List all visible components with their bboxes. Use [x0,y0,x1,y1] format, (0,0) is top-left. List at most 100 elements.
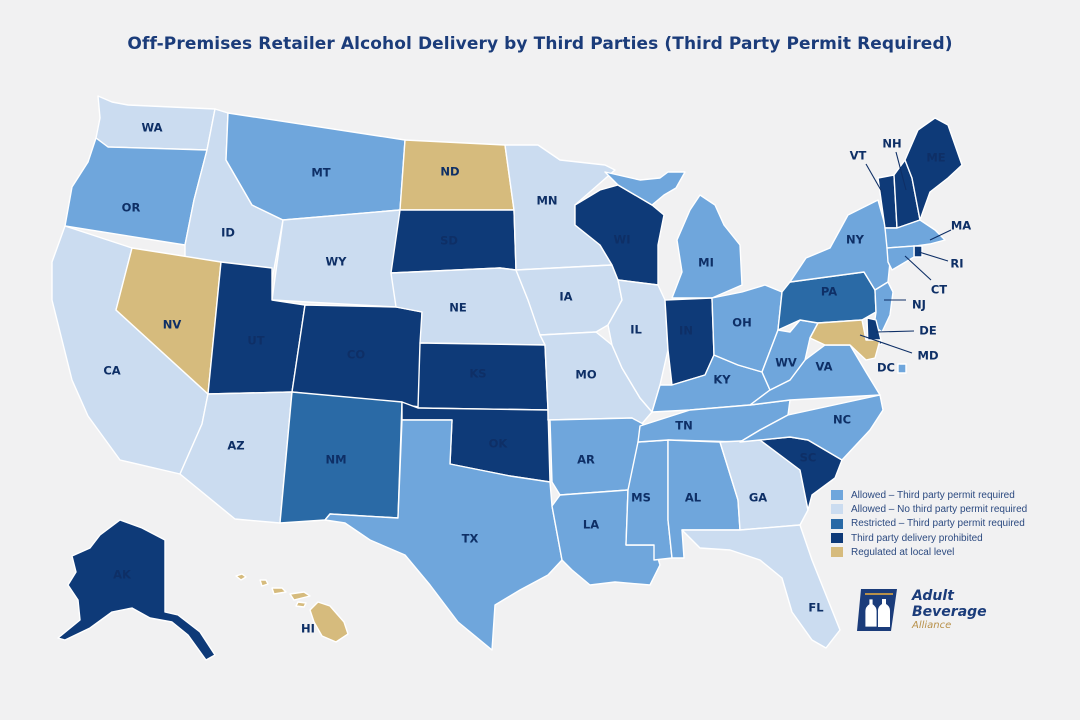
state-label-nm: NM [325,453,346,467]
state-ak [57,519,216,661]
state-label-ca: CA [103,364,120,378]
state-label-ky: KY [713,373,731,387]
state-il [607,279,669,413]
state-label-az: AZ [227,439,244,453]
state-me [904,117,963,221]
state-shape-nc [739,394,884,461]
state-label-ks: KS [469,367,486,381]
leader-line-de [875,330,915,333]
state-label-pa: PA [821,285,837,299]
state-hi [235,573,349,643]
state-shape-hi [309,601,349,643]
leader-line-vt [865,163,883,193]
state-label-or: OR [122,201,141,215]
state-shape-hi [235,573,247,581]
state-shape-mo [539,331,653,427]
bottles-logo-icon [857,589,897,631]
state-label-ut: UT [247,334,264,348]
legend-item-allowed-no-permit: Allowed – No third party permit required [831,502,1027,516]
legend-item-restricted-permit: Restricted – Third party permit required [831,517,1027,531]
state-label-wv: WV [775,356,797,370]
state-label-ct: CT [931,283,947,297]
state-mo [539,331,653,427]
state-ri [913,245,923,258]
state-shape-hi [259,579,269,587]
state-label-ri: RI [950,257,963,271]
state-label-ga: GA [749,491,767,505]
legend: Allowed – Third party permit required Al… [831,488,1027,559]
state-label-ny: NY [846,233,865,247]
logo-text-line1: Adult [912,588,954,604]
state-label-in: IN [679,324,693,338]
state-label-la: LA [583,518,599,532]
logo-text-line2: Beverage [912,604,987,620]
state-label-fl: FL [808,601,824,615]
state-label-id: ID [221,226,235,240]
state-label-ar: AR [577,453,595,467]
state-label-al: AL [685,491,702,505]
state-label-nv: NV [163,318,182,332]
logo-text-line3: Alliance [912,620,952,631]
state-label-nj: NJ [912,298,926,312]
state-label-ne: NE [449,301,467,315]
legend-item-prohibited: Third party delivery prohibited [831,531,1027,545]
state-label-ia: IA [559,290,572,304]
legend-label-restricted-permit: Restricted – Third party permit required [851,518,1025,530]
state-label-md: MD [918,349,939,363]
state-shape-fl [681,524,841,649]
state-shape-hi [295,601,307,608]
state-label-hi: HI [301,622,315,636]
legend-swatch-restricted-permit [831,518,843,529]
leader-line-md [859,334,913,354]
state-md [809,319,881,361]
state-label-nc: NC [833,413,851,427]
state-shape-me [904,117,963,221]
state-fl [681,524,841,649]
state-dc [897,363,907,374]
leader-line-ma [929,229,952,241]
legend-label-allowed-no-permit: Allowed – No third party permit required [851,503,1028,515]
state-label-il: IL [630,323,642,337]
state-or [64,137,208,246]
leader-line-nh [895,151,907,191]
state-nj [873,281,894,333]
state-label-tx: TX [462,532,479,546]
state-label-nd: ND [440,165,459,179]
state-shape-nj [873,281,894,333]
state-label-mo: MO [575,368,596,382]
state-shape-tx [324,419,563,651]
state-label-mi: MI [698,256,714,270]
state-label-sd: SD [440,234,458,248]
state-label-dc: DC [877,361,895,375]
state-label-nh: NH [882,137,901,151]
state-label-ak: AK [113,568,132,582]
state-label-me: ME [926,151,945,165]
legend-swatch-prohibited [831,533,843,544]
map-title: Off-Premises Retailer Alcohol Delivery b… [127,34,953,54]
state-label-oh: OH [732,316,751,330]
state-label-ok: OK [489,437,509,451]
legend-label-allowed-permit: Allowed – Third party permit required [851,489,1015,501]
state-shape-mi [671,194,743,299]
state-shape-ak [57,519,216,661]
state-mi [604,171,743,299]
legend-label-local: Regulated at local level [851,546,955,558]
legend-label-prohibited: Third party delivery prohibited [851,532,983,544]
state-label-ms: MS [631,491,651,505]
state-tx [324,419,563,651]
legend-swatch-local [831,547,843,558]
state-shape-md [809,319,881,361]
legend-item-allowed-permit: Allowed – Third party permit required [831,488,1027,502]
state-label-tn: TN [675,419,692,433]
state-shape-il [607,279,669,413]
legend-item-local: Regulated at local level [831,545,1027,559]
state-label-mt: MT [311,166,330,180]
state-shape-hi [289,591,311,601]
legend-swatch-allowed-no-permit [831,504,843,515]
state-label-de: DE [919,324,937,338]
leader-line-ct [904,255,932,281]
state-shape-ct [886,245,915,271]
leader-line-ri [918,251,949,262]
state-label-ma: MA [951,219,971,233]
